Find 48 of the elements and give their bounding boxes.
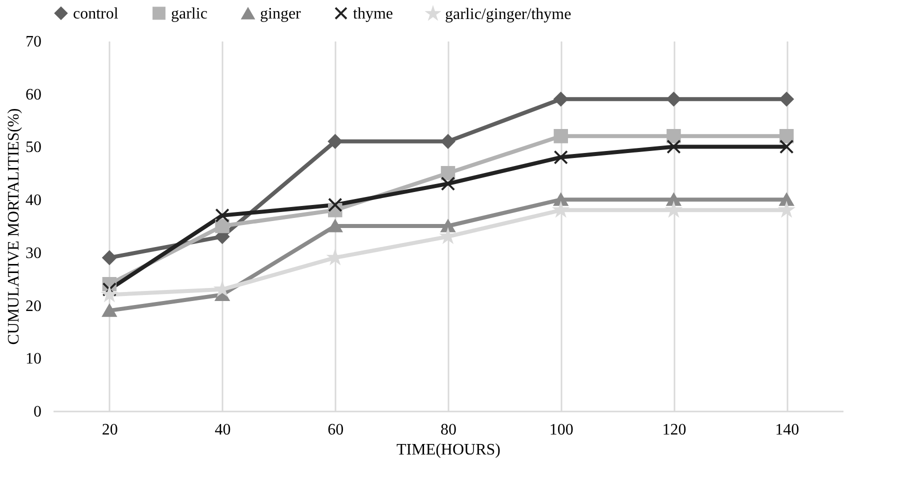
point (328, 134, 342, 149)
point (779, 129, 794, 144)
y-tick-label: 30 (26, 244, 42, 262)
y-axis-title: CUMULATIVE MORTALITIES(%) (6, 108, 22, 345)
x-tick-label: 140 (775, 422, 800, 438)
point (554, 193, 568, 206)
y-tick-label: 40 (26, 192, 42, 210)
point (666, 129, 681, 144)
x-tick-label: 100 (549, 422, 574, 438)
point (440, 176, 456, 191)
point (440, 166, 456, 180)
x-tick-label: 60 (328, 422, 344, 438)
point (215, 218, 230, 234)
point (328, 220, 342, 232)
point (102, 282, 117, 297)
legend-label: control (73, 5, 119, 22)
y-tick-label: 50 (26, 139, 42, 156)
x-tick-label: 40 (214, 422, 231, 438)
point (441, 229, 455, 243)
y-tick-label: 60 (26, 86, 42, 104)
point (102, 304, 117, 317)
y-tick-label: 20 (26, 298, 42, 315)
point (779, 140, 794, 154)
point (666, 140, 681, 154)
x-tick-label: 80 (440, 422, 456, 438)
legend-label: garlic (171, 5, 208, 22)
point (215, 208, 230, 223)
point (328, 198, 342, 212)
y-tick-label: 70 (26, 34, 42, 50)
point (666, 92, 681, 106)
legend-label: garlic/ginger/thyme (445, 6, 572, 23)
x-axis-title: TIME(HOURS) (396, 442, 500, 458)
x-tick-label: 20 (102, 422, 118, 438)
point (779, 92, 794, 106)
point (440, 220, 456, 232)
point (779, 193, 794, 206)
legend-label: ginger (260, 6, 302, 23)
point (440, 134, 456, 149)
legend-label: thyme (353, 5, 393, 22)
point (554, 92, 568, 106)
point (554, 129, 568, 144)
point (102, 250, 117, 265)
point (215, 282, 230, 296)
y-tick-label: 10 (26, 350, 42, 368)
x-tick-label: 120 (662, 422, 686, 438)
point (554, 150, 568, 164)
point (666, 193, 681, 206)
y-tick-label: 0 (34, 404, 42, 420)
